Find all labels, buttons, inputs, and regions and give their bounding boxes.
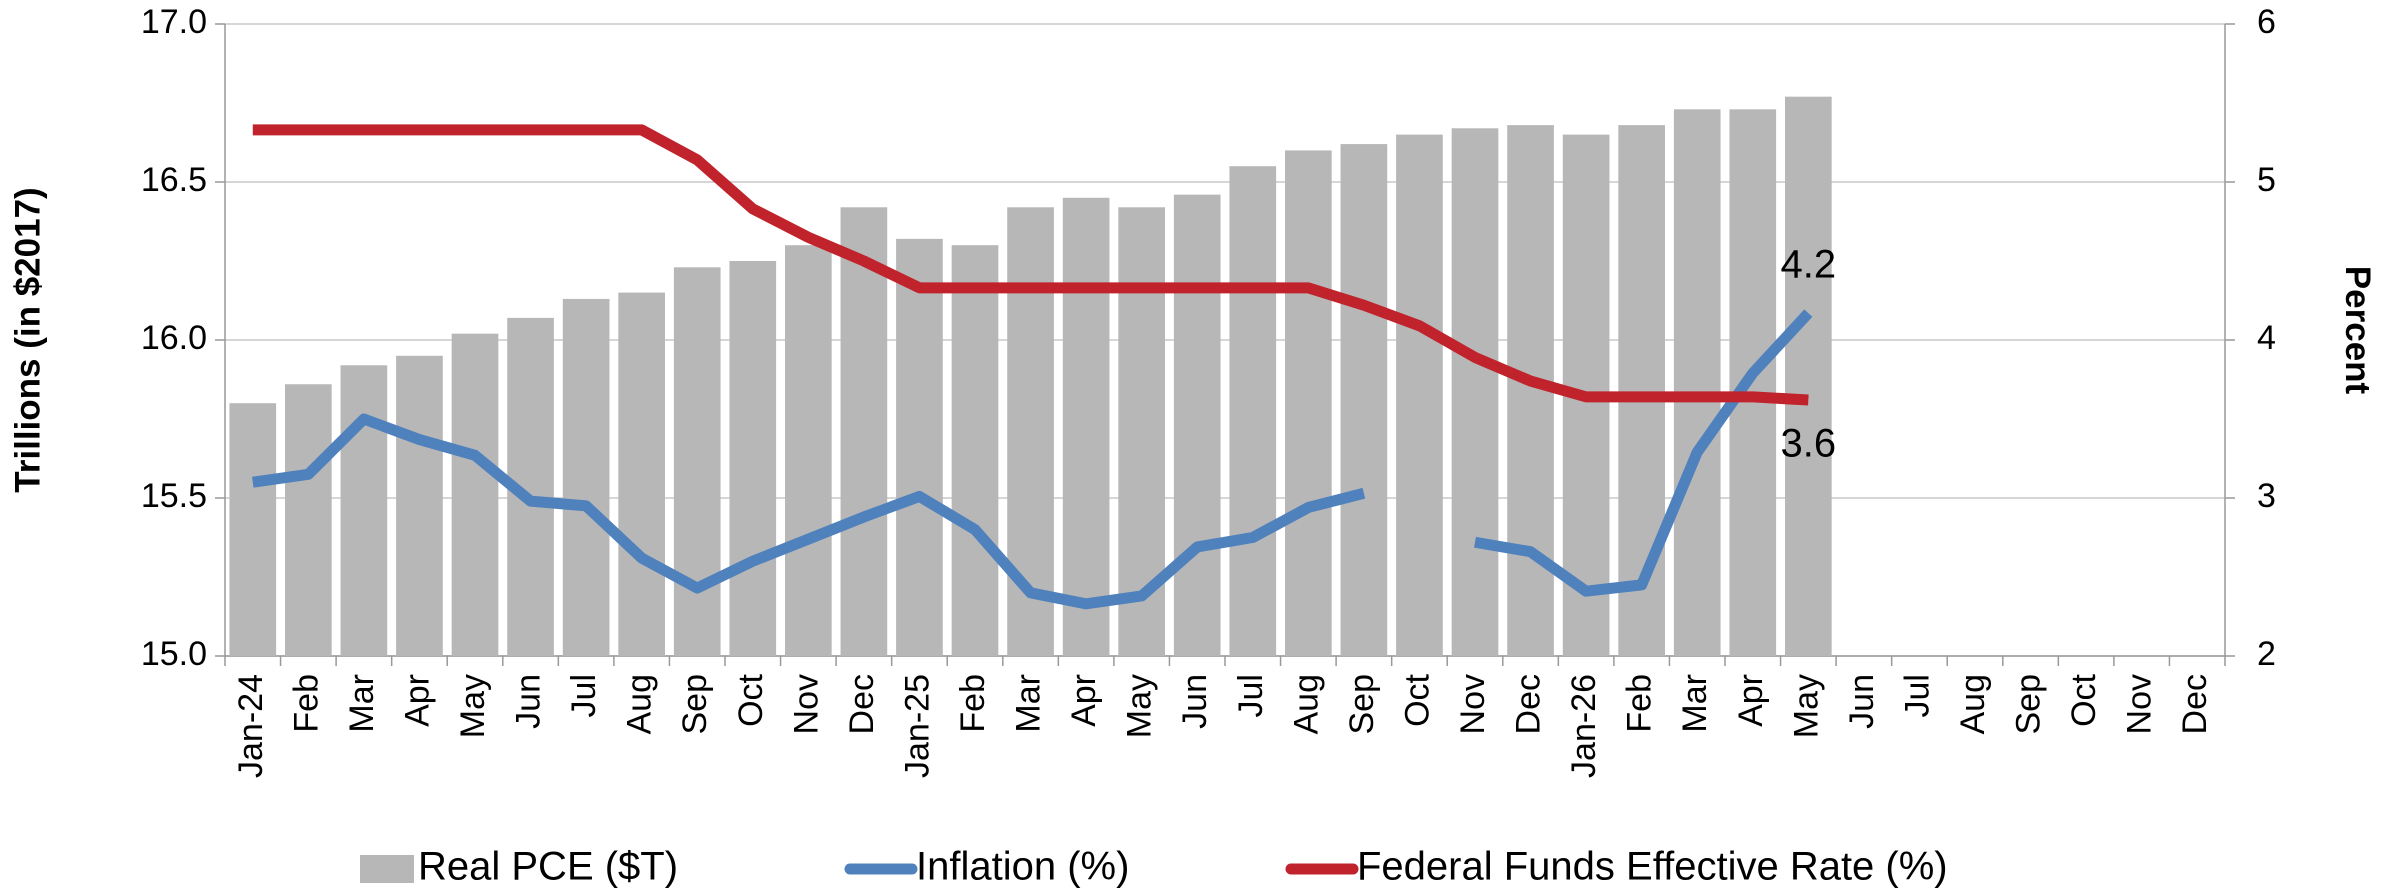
x-tick-label: Jul [1898,674,1936,717]
x-tick-label: Dec [1510,674,1548,734]
x-tick-label: Oct [732,673,770,726]
x-tick-label: Mar [1676,674,1714,733]
x-tick-label: Sep [2010,674,2048,735]
y-tick-label: 16.0 [141,319,207,357]
bar [1673,109,1721,656]
x-tick-label: Apr [1732,674,1770,727]
line [252,309,1813,610]
x-tick-label: Jun [1176,674,1214,729]
x-tick-label: Jul [565,674,603,717]
bar [1785,96,1832,657]
x-tick-label: Nov [787,674,825,734]
bar [396,355,443,656]
x-tick-label: Nov [2121,674,2159,734]
bar [1062,197,1110,657]
x-tick-label: May [1121,674,1159,738]
y-tick-label: 15.5 [141,477,207,515]
y-tick-label: 17.0 [141,3,207,41]
bar [1173,194,1221,656]
x-tick-label: May [454,674,492,738]
bar [1229,166,1277,656]
x-tick-label: Feb [1621,674,1659,733]
bar [951,245,999,656]
x-tick-label: Aug [1287,674,1325,735]
bar [1340,144,1388,656]
bar [896,238,943,656]
y2-tick-label: 5 [2257,161,2276,199]
y2-axis-title: Percent [2338,266,2377,395]
x-tick-label: Dec [2176,674,2214,734]
bar [673,267,721,656]
y-axis-title: Trillions (in $2017) [8,187,47,492]
x-tick-label: Feb [954,674,992,733]
legend-swatch [360,855,414,883]
bar [1451,128,1499,656]
y2-tick-label: 2 [2257,635,2276,673]
x-tick-label: Aug [621,674,659,735]
y2-tick-label: 3 [2257,477,2276,515]
line [252,124,1809,406]
bar [1285,150,1332,656]
x-tick-label: Jun [510,674,548,729]
x-tick-label: Oct [1398,673,1436,726]
x-tick-label: Mar [343,674,381,733]
x-tick-label: May [1787,674,1825,738]
x-tick-label: Mar [1010,674,1048,733]
bar [229,403,277,656]
x-tick-label: Sep [676,674,714,735]
bar [729,261,777,656]
x-tick-label: Jan-26 [1565,674,1603,778]
x-tick-label: Jul [1232,674,1270,717]
y-tick-label: 16.5 [141,161,207,199]
y-tick-label: 15.0 [141,635,207,673]
bar [1396,134,1443,657]
legend-label: Inflation (%) [916,845,1129,889]
legend-label: Federal Funds Effective Rate (%) [1357,845,1948,889]
x-tick-label: Nov [1454,674,1492,734]
x-tick-label: Aug [1954,674,1992,735]
value-label: 3.6 [1781,422,1837,466]
x-tick-label: Jan-25 [898,674,936,778]
bar [1618,125,1665,657]
bar [285,384,332,656]
x-tick-label: Oct [2065,673,2103,726]
legend-label: Real PCE ($T) [418,845,678,889]
x-tick-label: Jun [1843,674,1881,729]
x-tick-label: Dec [843,674,881,734]
y2-tick-label: 6 [2257,3,2276,41]
value-label: 4.2 [1781,243,1837,287]
bar [451,333,499,656]
bar [785,245,832,656]
x-tick-label: Apr [1065,674,1103,727]
x-tick-label: Apr [398,674,436,727]
bar [562,298,610,656]
x-tick-label: Feb [287,674,325,733]
bar [618,292,665,656]
x-tick-label: Jan-24 [232,674,270,778]
bar [340,365,388,656]
x-tick-label: Sep [1343,674,1381,735]
y2-tick-label: 4 [2257,319,2276,357]
bar [840,207,888,656]
